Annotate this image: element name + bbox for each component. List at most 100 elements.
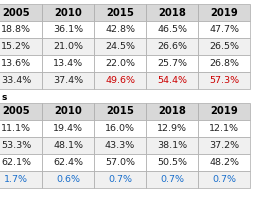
Text: 2019: 2019 (210, 7, 238, 18)
Bar (198, 103, 250, 120)
Text: 25.7%: 25.7% (157, 59, 187, 68)
Bar (146, 72, 198, 89)
Text: 12.9%: 12.9% (157, 124, 187, 133)
Bar (0, 154, 42, 171)
Bar (0, 103, 42, 120)
Bar (146, 154, 198, 171)
Text: 48.1%: 48.1% (53, 141, 83, 150)
Text: 2005: 2005 (2, 7, 30, 18)
Text: 0.7%: 0.7% (212, 175, 236, 184)
Bar (42, 4, 94, 21)
Text: 15.2%: 15.2% (1, 42, 31, 51)
Text: 33.4%: 33.4% (1, 76, 31, 85)
Bar (94, 72, 146, 89)
Text: 48.2%: 48.2% (209, 158, 239, 167)
Bar (198, 38, 250, 55)
Bar (0, 4, 42, 21)
Text: 2018: 2018 (158, 7, 186, 18)
Bar (146, 120, 198, 137)
Bar (42, 103, 94, 120)
Text: 2015: 2015 (106, 106, 134, 116)
Text: 26.6%: 26.6% (157, 42, 187, 51)
Text: 53.3%: 53.3% (1, 141, 31, 150)
Bar (42, 171, 94, 188)
Bar (198, 120, 250, 137)
Bar (42, 154, 94, 171)
Text: 57.3%: 57.3% (209, 76, 239, 85)
Text: 57.0%: 57.0% (105, 158, 135, 167)
Bar (94, 21, 146, 38)
Bar (94, 137, 146, 154)
Bar (0, 171, 42, 188)
Text: 11.1%: 11.1% (1, 124, 31, 133)
Bar (94, 154, 146, 171)
Text: 37.4%: 37.4% (53, 76, 83, 85)
Text: 2018: 2018 (158, 106, 186, 116)
Bar (42, 55, 94, 72)
Text: 12.1%: 12.1% (209, 124, 239, 133)
Text: 36.1%: 36.1% (53, 25, 83, 34)
Bar (0, 21, 42, 38)
Text: 62.4%: 62.4% (53, 158, 83, 167)
Text: 13.4%: 13.4% (53, 59, 83, 68)
Text: 43.3%: 43.3% (105, 141, 135, 150)
Text: 2019: 2019 (210, 106, 238, 116)
Bar (146, 103, 198, 120)
Text: 26.5%: 26.5% (209, 42, 239, 51)
Bar (146, 55, 198, 72)
Bar (94, 120, 146, 137)
Bar (0, 38, 42, 55)
Bar (42, 120, 94, 137)
Bar (42, 21, 94, 38)
Bar (42, 137, 94, 154)
Text: 38.1%: 38.1% (157, 141, 187, 150)
Text: 1.7%: 1.7% (4, 175, 28, 184)
Bar (0, 120, 42, 137)
Bar (198, 55, 250, 72)
Text: 50.5%: 50.5% (157, 158, 187, 167)
Text: 62.1%: 62.1% (1, 158, 31, 167)
Text: 24.5%: 24.5% (105, 42, 135, 51)
Bar (198, 137, 250, 154)
Text: 46.5%: 46.5% (157, 25, 187, 34)
Text: 2010: 2010 (54, 7, 82, 18)
Bar (146, 4, 198, 21)
Bar (94, 171, 146, 188)
Bar (94, 4, 146, 21)
Text: 0.6%: 0.6% (56, 175, 80, 184)
Text: 0.7%: 0.7% (108, 175, 132, 184)
Text: 0.7%: 0.7% (160, 175, 184, 184)
Bar (94, 38, 146, 55)
Text: 54.4%: 54.4% (157, 76, 187, 85)
Bar (94, 103, 146, 120)
Bar (0, 72, 42, 89)
Text: 2005: 2005 (2, 106, 30, 116)
Bar (198, 4, 250, 21)
Bar (146, 137, 198, 154)
Text: 42.8%: 42.8% (105, 25, 135, 34)
Text: 26.8%: 26.8% (209, 59, 239, 68)
Bar (0, 55, 42, 72)
Text: s: s (2, 94, 7, 102)
Bar (94, 55, 146, 72)
Text: 13.6%: 13.6% (1, 59, 31, 68)
Text: 2015: 2015 (106, 7, 134, 18)
Text: 16.0%: 16.0% (105, 124, 135, 133)
Text: 47.7%: 47.7% (209, 25, 239, 34)
Bar (198, 72, 250, 89)
Text: 22.0%: 22.0% (105, 59, 135, 68)
Bar (146, 38, 198, 55)
Bar (42, 38, 94, 55)
Text: 19.4%: 19.4% (53, 124, 83, 133)
Text: 37.2%: 37.2% (209, 141, 239, 150)
Bar (198, 171, 250, 188)
Text: 49.6%: 49.6% (105, 76, 135, 85)
Text: 21.0%: 21.0% (53, 42, 83, 51)
Bar (0, 137, 42, 154)
Text: 2010: 2010 (54, 106, 82, 116)
Bar (42, 72, 94, 89)
Bar (198, 154, 250, 171)
Bar (146, 21, 198, 38)
Text: 18.8%: 18.8% (1, 25, 31, 34)
Bar (198, 21, 250, 38)
